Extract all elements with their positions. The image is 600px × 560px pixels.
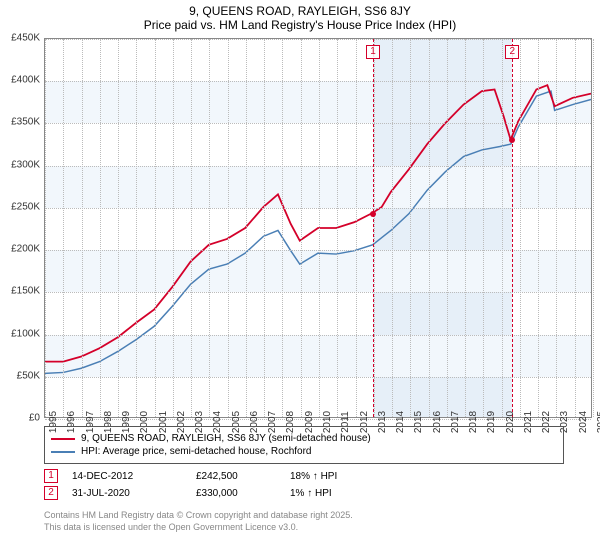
- attribution-line1: Contains HM Land Registry data © Crown c…: [44, 510, 353, 522]
- y-axis-label: £100K: [0, 328, 40, 339]
- y-axis-label: £250K: [0, 201, 40, 212]
- sale-row: 1 14-DEC-2012 £242,500 18% ↑ HPI: [44, 469, 370, 483]
- y-axis-label: £150K: [0, 286, 40, 297]
- legend-swatch-price-paid: [51, 438, 75, 440]
- plot-region: 12: [44, 38, 592, 418]
- line-layer: [45, 39, 591, 417]
- legend-swatch-hpi: [51, 451, 75, 453]
- sale-date: 14-DEC-2012: [72, 471, 182, 482]
- chart-title-line1: 9, QUEENS ROAD, RAYLEIGH, SS6 8JY: [0, 0, 600, 18]
- legend-item-hpi: HPI: Average price, semi-detached house,…: [51, 446, 557, 457]
- legend-label-price-paid: 9, QUEENS ROAD, RAYLEIGH, SS6 8JY (semi-…: [81, 433, 371, 444]
- attribution-text: Contains HM Land Registry data © Crown c…: [44, 510, 353, 533]
- y-axis-label: £400K: [0, 75, 40, 86]
- sale-price: £242,500: [196, 471, 276, 482]
- legend-item-price-paid: 9, QUEENS ROAD, RAYLEIGH, SS6 8JY (semi-…: [51, 433, 557, 444]
- sales-table: 1 14-DEC-2012 £242,500 18% ↑ HPI 2 31-JUL-202…: [44, 466, 370, 503]
- legend-label-hpi: HPI: Average price, semi-detached house,…: [81, 446, 312, 457]
- sale-vs-hpi: 18% ↑ HPI: [290, 471, 370, 482]
- sale-vs-hpi: 1% ↑ HPI: [290, 488, 370, 499]
- chart-title-line2: Price paid vs. HM Land Registry's House …: [0, 18, 600, 38]
- x-axis-label: 2025: [596, 411, 600, 433]
- y-axis-label: £450K: [0, 33, 40, 44]
- chart-marker-1: 1: [366, 45, 380, 59]
- chart-area: 12 £0£50K£100K£150K£200K£250K£300K£350K£…: [0, 38, 600, 458]
- sale-price: £330,000: [196, 488, 276, 499]
- y-axis-label: £300K: [0, 159, 40, 170]
- sale-marker-box: 1: [44, 469, 58, 483]
- y-axis-label: £50K: [0, 370, 40, 381]
- y-axis-label: £0: [0, 413, 40, 424]
- sale-row: 2 31-JUL-2020 £330,000 1% ↑ HPI: [44, 486, 370, 500]
- y-axis-label: £350K: [0, 117, 40, 128]
- sale-marker-box: 2: [44, 486, 58, 500]
- y-axis-label: £200K: [0, 244, 40, 255]
- sale-date: 31-JUL-2020: [72, 488, 182, 499]
- x-axis-label: 2024: [578, 411, 589, 433]
- attribution-line2: This data is licensed under the Open Gov…: [44, 522, 353, 534]
- chart-marker-2: 2: [505, 45, 519, 59]
- legend-box: 9, QUEENS ROAD, RAYLEIGH, SS6 8JY (semi-…: [44, 426, 564, 464]
- chart-marker-dot-2: [509, 137, 515, 143]
- chart-marker-dot-1: [370, 211, 376, 217]
